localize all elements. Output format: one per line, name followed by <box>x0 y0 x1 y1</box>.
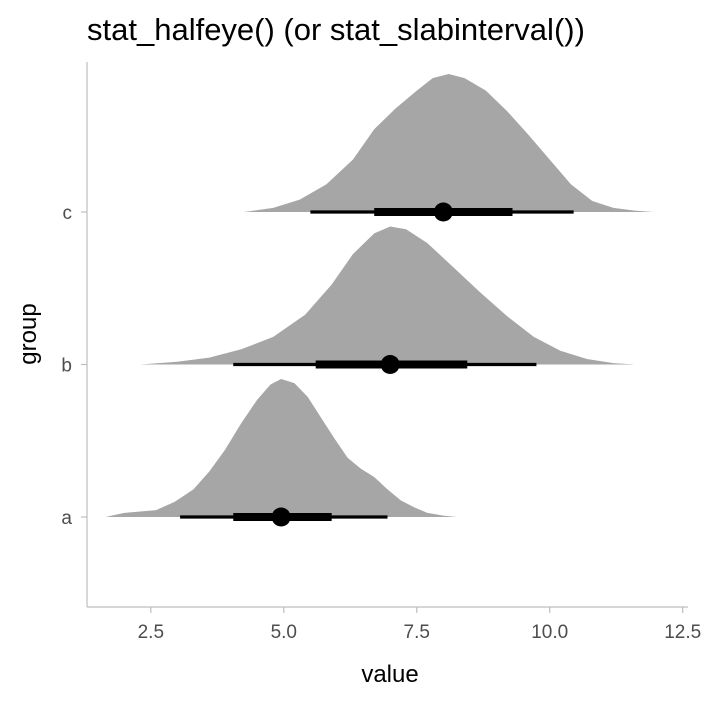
y-tick-label: a <box>61 508 72 529</box>
x-axis-title: value <box>361 661 418 688</box>
x-axis-ticks: 2.5 5.0 7.5 10.0 12.5 <box>138 607 701 643</box>
slab-layer <box>105 74 654 517</box>
x-tick-label: 2.5 <box>138 622 164 643</box>
point-a <box>271 507 291 527</box>
point-c <box>433 202 453 222</box>
interval-layer <box>180 202 574 527</box>
slab-c <box>243 74 654 212</box>
x-tick-label: 12.5 <box>664 622 701 643</box>
x-tick-label: 10.0 <box>531 622 568 643</box>
slab-a <box>105 379 457 517</box>
y-tick-label: c <box>63 203 73 224</box>
chart-title: stat_halfeye() (or stat_slabinterval()) <box>87 12 585 47</box>
y-axis-ticks: a b c <box>61 203 87 529</box>
x-tick-label: 5.0 <box>271 622 297 643</box>
y-tick-label: b <box>61 356 72 377</box>
point-b <box>380 355 400 374</box>
y-axis-title: group <box>15 303 42 364</box>
x-tick-label: 7.5 <box>404 622 430 643</box>
slab-b <box>140 226 635 365</box>
